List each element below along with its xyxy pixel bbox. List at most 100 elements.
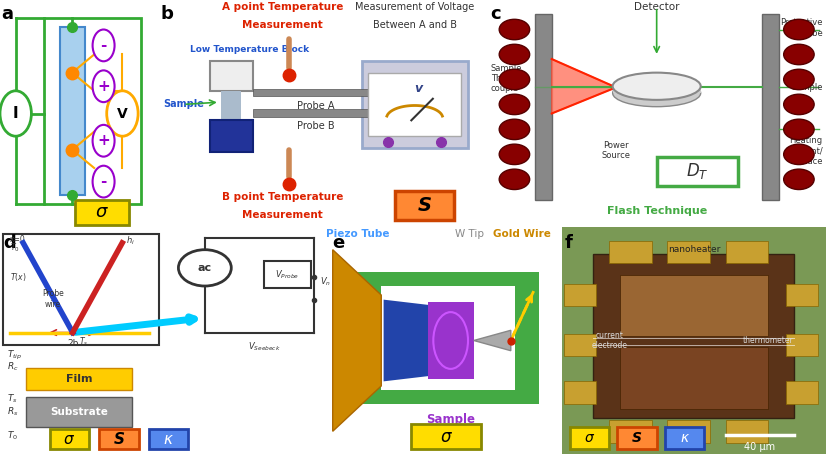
Text: 40 μm: 40 μm xyxy=(744,441,776,452)
Bar xyxy=(786,381,818,404)
Text: Detector: Detector xyxy=(634,2,680,12)
Text: $\sigma$: $\sigma$ xyxy=(64,432,75,447)
Bar xyxy=(99,429,139,449)
Text: Probe A: Probe A xyxy=(297,101,335,111)
Text: Flash Technique: Flash Technique xyxy=(606,206,707,216)
Polygon shape xyxy=(552,59,616,114)
Bar xyxy=(362,61,468,148)
Bar xyxy=(349,272,539,404)
Circle shape xyxy=(499,119,529,139)
Bar xyxy=(210,120,253,152)
Circle shape xyxy=(499,94,529,114)
Circle shape xyxy=(107,91,138,136)
Circle shape xyxy=(784,44,814,64)
Circle shape xyxy=(784,94,814,114)
Bar xyxy=(725,241,768,263)
Text: $R_s$: $R_s$ xyxy=(7,405,18,418)
Text: S: S xyxy=(418,196,431,215)
Text: x=0: x=0 xyxy=(10,235,26,244)
Text: +: + xyxy=(97,79,110,94)
Bar xyxy=(657,157,738,186)
Bar xyxy=(610,241,652,263)
Bar xyxy=(593,254,795,418)
Text: d: d xyxy=(3,234,16,252)
Bar xyxy=(44,18,141,204)
Circle shape xyxy=(499,169,529,189)
Text: Gold Wire: Gold Wire xyxy=(493,229,551,239)
Text: $R_c$: $R_c$ xyxy=(7,361,18,374)
Circle shape xyxy=(499,19,529,39)
Bar xyxy=(667,241,710,263)
Circle shape xyxy=(784,69,814,89)
Text: Low Temperature Block: Low Temperature Block xyxy=(190,45,309,54)
Bar xyxy=(3,234,159,345)
Text: Film: Film xyxy=(66,374,93,384)
Text: $T(x)$: $T(x)$ xyxy=(10,271,26,283)
Text: B point Temperature: B point Temperature xyxy=(222,192,343,202)
Polygon shape xyxy=(474,331,510,350)
Text: $V_{Probe}$: $V_{Probe}$ xyxy=(275,268,300,281)
Circle shape xyxy=(784,19,814,39)
Circle shape xyxy=(0,91,31,136)
Circle shape xyxy=(784,144,814,164)
Text: A point Temperature: A point Temperature xyxy=(222,2,343,12)
Bar xyxy=(667,420,710,443)
Text: $D_T$: $D_T$ xyxy=(686,161,709,182)
Circle shape xyxy=(178,250,231,286)
Circle shape xyxy=(93,70,115,102)
Text: ac: ac xyxy=(197,263,212,273)
Bar xyxy=(564,334,596,356)
Bar xyxy=(620,275,768,336)
Bar xyxy=(59,27,85,195)
Text: -: - xyxy=(101,38,107,53)
Bar xyxy=(253,89,378,97)
Bar xyxy=(786,284,818,306)
Bar xyxy=(428,302,474,379)
Circle shape xyxy=(784,169,814,189)
Bar xyxy=(725,420,768,443)
Text: thermometer: thermometer xyxy=(743,336,793,345)
Text: +: + xyxy=(97,133,110,148)
Circle shape xyxy=(499,44,529,64)
Text: S: S xyxy=(113,432,125,447)
Bar xyxy=(762,14,779,200)
Text: v: v xyxy=(414,82,422,95)
Text: Sample: Sample xyxy=(426,413,475,426)
Bar xyxy=(617,427,657,449)
Text: $V_{Seebeck}$: $V_{Seebeck}$ xyxy=(248,340,281,353)
Ellipse shape xyxy=(613,79,700,107)
Text: Sample: Sample xyxy=(164,99,204,109)
Text: $V_n$: $V_n$ xyxy=(320,275,331,288)
Text: e: e xyxy=(333,234,345,252)
Text: S: S xyxy=(632,431,642,445)
Text: $T_0$: $T_0$ xyxy=(7,429,17,442)
Text: Measurement: Measurement xyxy=(242,20,323,30)
Text: Measurement: Measurement xyxy=(242,210,323,220)
Bar xyxy=(610,420,652,443)
Text: nanoheater: nanoheater xyxy=(667,245,720,254)
Text: W Tip: W Tip xyxy=(454,229,484,239)
Text: $T_{tip}$: $T_{tip}$ xyxy=(7,349,22,361)
Bar xyxy=(613,86,700,93)
Circle shape xyxy=(784,119,814,139)
Text: Probe
wire: Probe wire xyxy=(42,289,64,309)
Bar xyxy=(564,284,596,306)
Bar xyxy=(26,368,132,390)
Text: Power
Source: Power Source xyxy=(601,141,630,160)
Bar xyxy=(570,427,610,449)
Text: $\sigma$: $\sigma$ xyxy=(439,428,453,446)
Bar xyxy=(50,429,89,449)
Bar xyxy=(149,429,188,449)
Circle shape xyxy=(499,144,529,164)
Text: -: - xyxy=(101,174,107,189)
Polygon shape xyxy=(552,59,616,114)
Bar xyxy=(564,381,596,404)
Polygon shape xyxy=(383,300,441,381)
Circle shape xyxy=(499,69,529,89)
Text: Probe B: Probe B xyxy=(297,121,335,132)
Text: f: f xyxy=(564,234,572,252)
Bar xyxy=(382,286,515,390)
Text: V: V xyxy=(117,107,128,120)
Text: current
electrode: current electrode xyxy=(591,331,627,350)
Text: $\sigma$: $\sigma$ xyxy=(95,203,109,221)
